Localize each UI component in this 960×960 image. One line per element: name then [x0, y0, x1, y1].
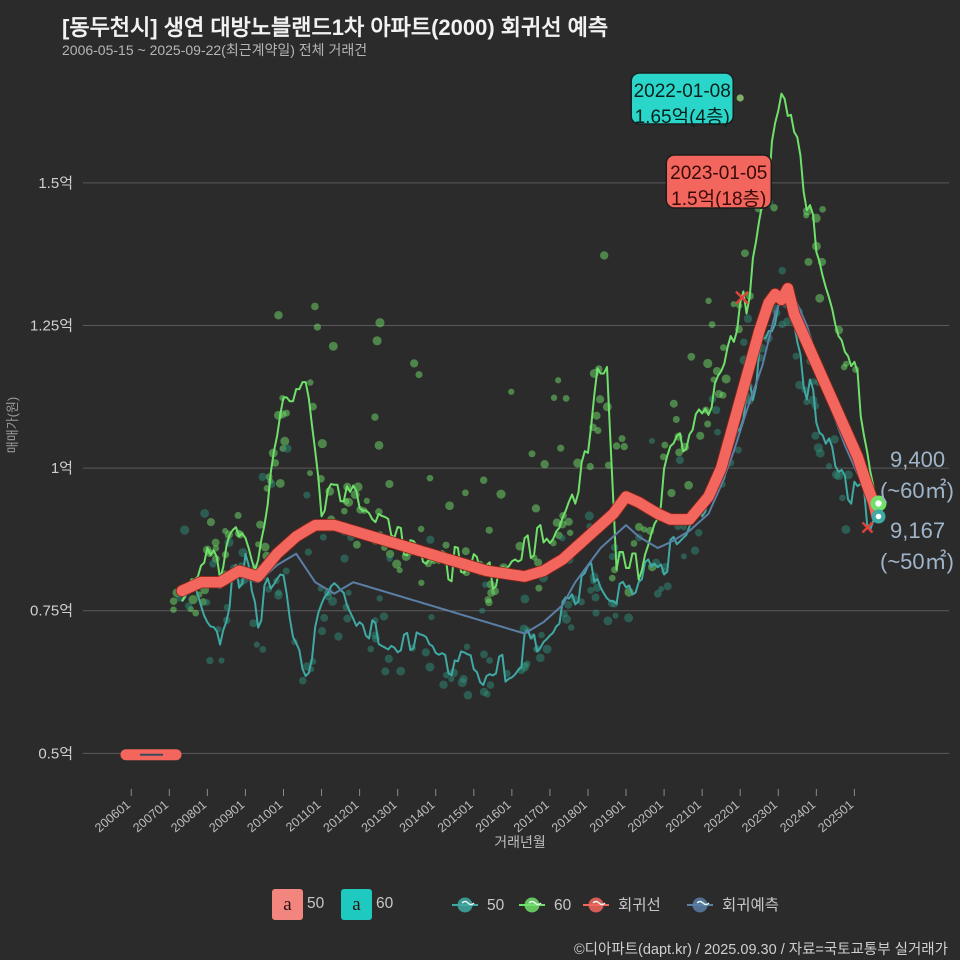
svg-text:1억: 1억 — [51, 460, 73, 477]
svg-text:9,400: 9,400 — [890, 447, 945, 472]
svg-text:9,167: 9,167 — [890, 518, 945, 543]
svg-text:(~60㎡): (~60㎡) — [880, 478, 954, 503]
svg-text:0.75억: 0.75억 — [30, 603, 73, 620]
svg-text:0.5억: 0.5억 — [38, 745, 73, 762]
svg-text:매매가(원): 매매가(원) — [5, 397, 20, 454]
svg-text:거래년월: 거래년월 — [494, 834, 546, 850]
svg-text:1.5억: 1.5억 — [38, 175, 73, 192]
svg-text:2023-01-05: 2023-01-05 — [670, 163, 767, 184]
svg-text:1.25억: 1.25억 — [30, 317, 73, 334]
svg-text:2022-01-08: 2022-01-08 — [634, 81, 731, 102]
svg-text:(~50㎡): (~50㎡) — [880, 549, 954, 574]
svg-text:1.65억(4층): 1.65억(4층) — [635, 106, 730, 128]
svg-text:1.5억(18층): 1.5억(18층) — [671, 188, 766, 210]
